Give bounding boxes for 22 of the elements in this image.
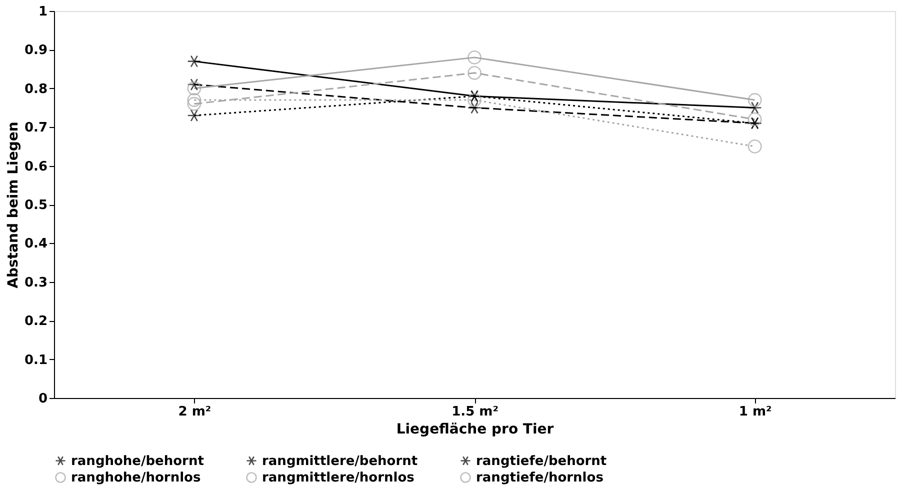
y-tick-label: 0.7 bbox=[24, 120, 48, 136]
legend-label: rangmittlere/behornt bbox=[262, 454, 418, 469]
y-tick-label: 0.9 bbox=[24, 43, 48, 58]
x-tick-label: 1 m² bbox=[738, 404, 772, 420]
legend-label: ranghohe/hornlos bbox=[71, 470, 201, 486]
y-tick-label: 0.5 bbox=[24, 198, 48, 213]
legend-label: ranghohe/behornt bbox=[71, 454, 204, 469]
y-tick-label: 1 bbox=[38, 4, 48, 20]
legend-label: rangmittlere/hornlos bbox=[262, 470, 415, 486]
y-tick-label: 0.1 bbox=[24, 352, 48, 368]
y-tick-label: 0 bbox=[38, 392, 48, 406]
y-axis-title: Abstand beim Liegen bbox=[5, 122, 22, 288]
legend-label: rangtiefe/behornt bbox=[476, 454, 607, 469]
y-tick-label: 0.8 bbox=[24, 82, 48, 97]
y-tick-label: 0.3 bbox=[24, 275, 48, 290]
x-axis-title: Liegefläche pro Tier bbox=[396, 422, 554, 438]
legend-label: rangtiefe/hornlos bbox=[476, 470, 604, 486]
x-tick-label: 1.5 m² bbox=[452, 404, 498, 420]
x-tick-label: 2 m² bbox=[178, 404, 212, 420]
y-tick-label: 0.2 bbox=[24, 314, 48, 330]
y-tick-label: 0.6 bbox=[24, 159, 48, 174]
y-tick-label: 0.4 bbox=[24, 236, 48, 252]
